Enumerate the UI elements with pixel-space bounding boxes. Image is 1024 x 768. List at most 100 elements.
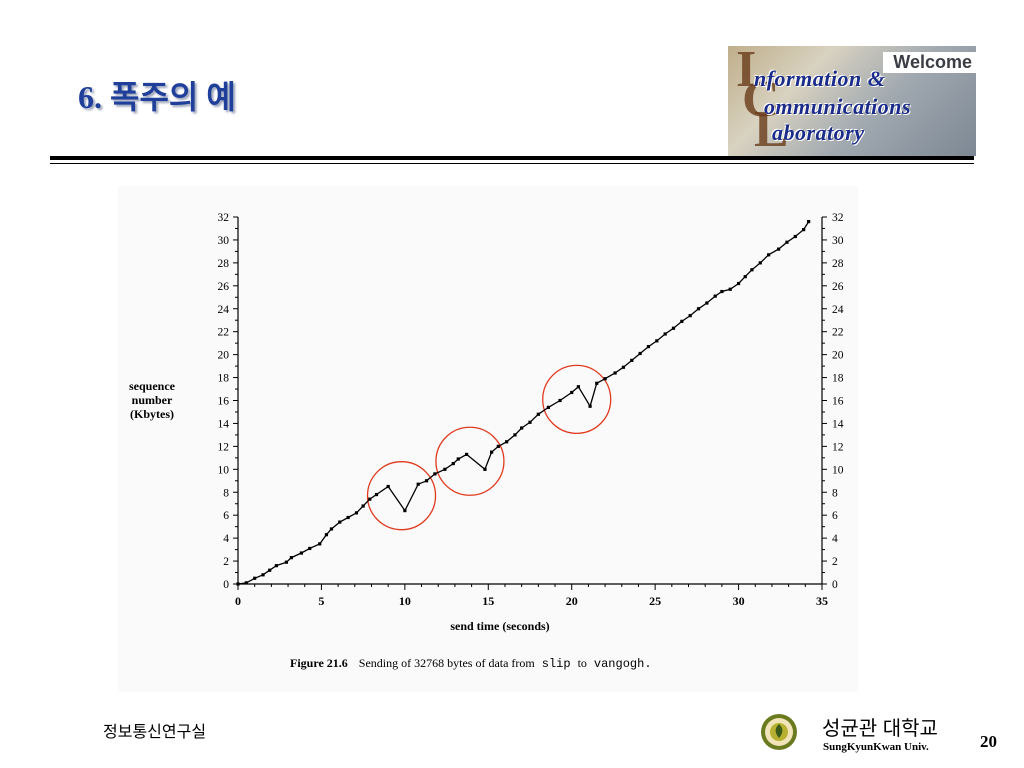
figure-panel xyxy=(118,186,858,692)
y-tick-label-right: 22 xyxy=(832,327,844,339)
data-point xyxy=(451,461,455,466)
y-tick-label-right: 16 xyxy=(832,396,844,408)
y-tick-label-left: 14 xyxy=(218,418,230,430)
university-name-en: SungKyunKwan Univ. xyxy=(823,741,929,753)
slide-title: 6. 폭주의 예 xyxy=(78,79,236,115)
y-tick-label-right: 32 xyxy=(832,212,844,224)
data-point xyxy=(496,444,500,448)
y-tick-label-right: 30 xyxy=(832,235,844,247)
y-tick-label-left: 2 xyxy=(223,556,229,568)
banner-welcome: Welcome xyxy=(883,52,976,73)
y-tick-label-right: 4 xyxy=(832,533,838,545)
x-tick-label: 10 xyxy=(399,594,411,608)
data-point xyxy=(513,433,517,437)
data-point xyxy=(807,219,811,224)
data-point xyxy=(299,551,304,555)
caption-to-word: to xyxy=(578,656,587,670)
y-tick-label-right: 0 xyxy=(832,579,838,591)
data-point xyxy=(443,467,447,471)
data-point xyxy=(671,326,676,330)
lab-banner: I C L Welcome nformation & ommunications… xyxy=(728,46,976,156)
data-point xyxy=(638,351,642,356)
x-tick-label: 35 xyxy=(816,594,828,608)
data-point xyxy=(318,542,322,546)
data-point xyxy=(588,404,592,408)
data-point xyxy=(456,457,460,461)
data-point xyxy=(655,339,659,343)
data-point xyxy=(329,527,334,531)
data-point xyxy=(720,289,724,294)
title-divider-thin xyxy=(50,163,974,164)
data-point xyxy=(368,497,372,501)
data-point xyxy=(244,581,248,585)
data-point xyxy=(603,377,607,381)
y-tick-label-left: 32 xyxy=(218,212,230,224)
y-tick-label-left: 4 xyxy=(223,533,229,545)
data-point xyxy=(663,332,667,336)
data-point xyxy=(464,452,469,457)
y-tick-label-right: 12 xyxy=(832,441,844,453)
footer-lab-name: 정보통신연구실 xyxy=(103,724,207,741)
data-point xyxy=(546,405,550,409)
x-tick-label: 20 xyxy=(566,594,578,608)
data-point xyxy=(528,420,532,424)
data-point xyxy=(595,381,599,385)
data-point xyxy=(696,307,701,311)
banner-letter-i: I xyxy=(736,46,757,98)
caption-dest: vangogh. xyxy=(594,657,652,671)
data-point xyxy=(483,467,487,471)
data-point xyxy=(728,287,732,291)
data-point xyxy=(308,546,312,551)
data-point xyxy=(386,484,390,489)
y-tick-label-left: 10 xyxy=(218,464,230,476)
caption-label: Figure 21.6 xyxy=(290,656,348,670)
data-point xyxy=(646,344,651,349)
data-point xyxy=(630,358,634,362)
y-tick-label-right: 8 xyxy=(832,487,838,499)
caption-text: Sending of 32768 bytes of data from xyxy=(359,656,536,670)
data-point xyxy=(793,234,797,239)
data-point xyxy=(750,268,754,272)
y-tick-label-left: 30 xyxy=(218,235,230,247)
y-tick-label-right: 6 xyxy=(832,510,838,522)
annotation-circle xyxy=(366,461,437,531)
y-tick-label-right: 18 xyxy=(832,373,844,385)
banner-line-information: nformation & xyxy=(754,66,886,91)
data-point xyxy=(236,582,240,586)
series-line xyxy=(237,221,810,585)
data-point xyxy=(253,576,257,580)
data-point xyxy=(570,390,574,395)
y-tick-label-right: 24 xyxy=(832,304,844,316)
caption-source: slip xyxy=(542,657,571,671)
y-tick-label-right: 2 xyxy=(832,556,838,568)
data-point xyxy=(324,533,329,537)
banner-letter-c: C xyxy=(742,71,780,128)
data-point xyxy=(274,564,278,568)
data-point xyxy=(433,472,437,476)
figure-caption: Figure 21.6 Sending of 32768 bytes of da… xyxy=(290,656,652,671)
y-tick-label-left: 26 xyxy=(218,281,230,293)
y-axis-label-line2: number xyxy=(132,393,173,407)
y-tick-label-left: 12 xyxy=(218,441,230,453)
data-point xyxy=(536,412,540,416)
y-tick-label-left: 18 xyxy=(218,373,230,385)
data-point xyxy=(758,261,762,265)
y-tick-label-right: 28 xyxy=(832,258,844,270)
data-point xyxy=(346,515,350,520)
annotation-circle xyxy=(542,364,612,435)
y-tick-label-right: 14 xyxy=(832,418,844,430)
banner-line-laboratory: aboratory xyxy=(772,120,865,145)
data-point xyxy=(268,568,272,572)
data-point xyxy=(374,492,379,497)
data-point xyxy=(338,520,342,524)
university-seal-icon xyxy=(761,714,797,750)
data-point xyxy=(490,450,494,454)
university-name-kr: 성균관 대학교 xyxy=(822,718,938,740)
x-tick-label: 25 xyxy=(649,594,661,608)
data-point xyxy=(777,247,781,251)
data-point xyxy=(802,228,806,232)
x-axis-label: send time (seconds) xyxy=(450,619,549,633)
data-point xyxy=(743,275,747,279)
data-point xyxy=(416,482,420,486)
